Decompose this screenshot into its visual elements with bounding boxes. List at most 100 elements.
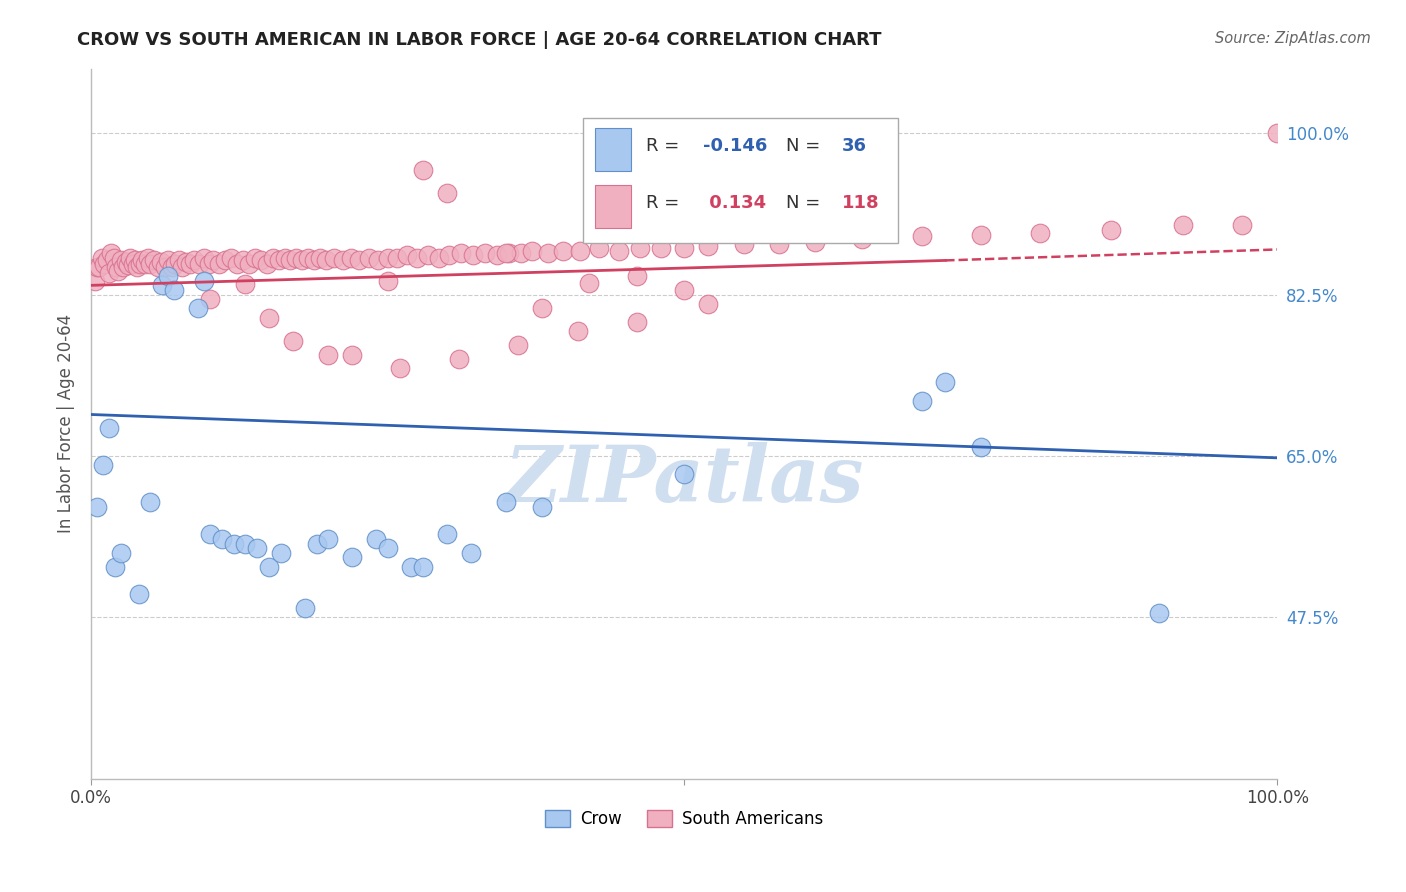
Point <box>309 251 332 265</box>
Point <box>305 536 328 550</box>
Point <box>628 242 651 256</box>
Point <box>202 253 225 268</box>
Point <box>463 248 485 262</box>
Point <box>197 257 219 271</box>
Point <box>395 248 418 262</box>
Point <box>281 334 304 348</box>
Point <box>332 253 354 268</box>
Text: 118: 118 <box>842 194 880 212</box>
Point <box>150 255 173 269</box>
Point <box>588 242 610 256</box>
Point <box>318 532 340 546</box>
Point <box>179 257 201 271</box>
Point <box>90 251 112 265</box>
Point <box>626 269 648 284</box>
Point <box>294 601 316 615</box>
Point <box>851 232 873 246</box>
Point <box>650 242 672 256</box>
Point <box>364 532 387 546</box>
Point <box>495 246 517 260</box>
Point <box>509 246 531 260</box>
Text: ZIPatlas: ZIPatlas <box>505 442 865 519</box>
Point <box>188 257 211 271</box>
Point <box>578 276 600 290</box>
Point <box>238 257 260 271</box>
Point <box>131 253 153 268</box>
Point <box>436 527 458 541</box>
Point <box>349 253 371 268</box>
Point <box>388 361 411 376</box>
Point <box>377 251 399 265</box>
Point <box>447 352 470 367</box>
Point <box>243 251 266 265</box>
Point <box>249 253 271 268</box>
Point <box>256 257 278 271</box>
Point <box>127 260 149 274</box>
Point <box>226 257 249 271</box>
Point <box>214 253 236 268</box>
Point <box>120 251 142 265</box>
Point <box>697 238 720 252</box>
Point <box>1171 219 1194 233</box>
Point <box>187 301 209 316</box>
Point <box>128 257 150 271</box>
Point <box>804 235 827 249</box>
Point <box>568 244 591 259</box>
Point <box>273 251 295 265</box>
Point <box>970 227 993 242</box>
Point <box>387 251 409 265</box>
Point <box>157 269 180 284</box>
Point <box>302 253 325 268</box>
Point <box>626 315 648 329</box>
Point <box>607 244 630 259</box>
Point <box>508 338 530 352</box>
Point <box>96 253 118 268</box>
Point <box>530 301 553 316</box>
Point <box>485 248 508 262</box>
Point <box>323 251 346 265</box>
Point <box>427 251 450 265</box>
Point <box>285 251 308 265</box>
Text: 36: 36 <box>842 137 868 155</box>
FancyBboxPatch shape <box>595 186 631 228</box>
Point <box>110 546 132 560</box>
Point <box>167 253 190 268</box>
Point <box>498 246 520 260</box>
Point <box>128 587 150 601</box>
Point <box>733 236 755 251</box>
Point <box>174 255 197 269</box>
Point <box>193 274 215 288</box>
Point <box>439 248 461 262</box>
Y-axis label: In Labor Force | Age 20-64: In Labor Force | Age 20-64 <box>58 314 75 533</box>
Text: 0.134: 0.134 <box>703 194 766 212</box>
Point <box>232 253 254 268</box>
Point <box>107 264 129 278</box>
Point <box>219 251 242 265</box>
Point <box>157 253 180 268</box>
Point <box>91 458 114 473</box>
Point <box>297 251 319 265</box>
Point <box>83 274 105 288</box>
Legend: Crow, South Americans: Crow, South Americans <box>538 803 830 835</box>
Point <box>377 274 399 288</box>
Text: -0.146: -0.146 <box>703 137 768 155</box>
Text: CROW VS SOUTH AMERICAN IN LABOR FORCE | AGE 20-64 CORRELATION CHART: CROW VS SOUTH AMERICAN IN LABOR FORCE | … <box>77 31 882 49</box>
Point <box>367 253 389 268</box>
Point <box>673 242 696 256</box>
Point <box>153 260 176 274</box>
Point <box>235 536 257 550</box>
Point <box>246 541 269 556</box>
Point <box>134 257 156 271</box>
Text: R =: R = <box>647 137 685 155</box>
Point <box>1267 126 1289 140</box>
Point <box>267 253 290 268</box>
Point <box>450 246 472 260</box>
Point <box>291 253 314 268</box>
Point <box>673 467 696 482</box>
Point <box>934 375 956 389</box>
Point <box>165 257 187 271</box>
FancyBboxPatch shape <box>595 128 631 170</box>
Point <box>280 253 302 268</box>
Point <box>697 297 720 311</box>
Point <box>198 527 221 541</box>
